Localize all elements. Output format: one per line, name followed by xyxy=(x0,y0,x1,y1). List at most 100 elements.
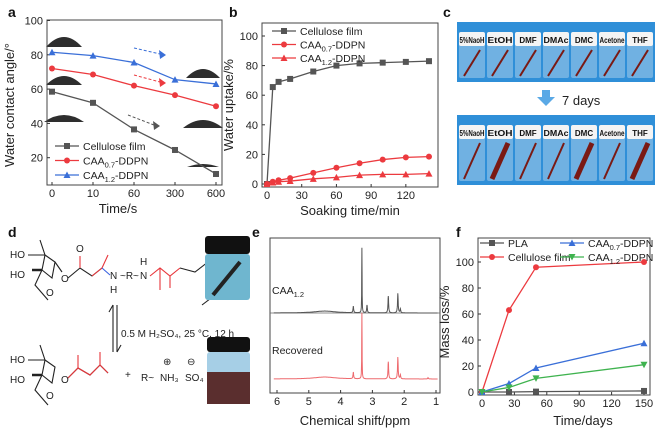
x-tick-label: 3 xyxy=(369,396,375,408)
solvent-label: DMC xyxy=(575,129,593,138)
plot-frame xyxy=(269,237,441,394)
bond xyxy=(101,267,111,276)
vial-cap xyxy=(487,32,513,46)
data-point xyxy=(130,59,138,66)
bond xyxy=(108,304,114,313)
data-point xyxy=(356,60,363,67)
film-strip xyxy=(575,49,593,77)
vial-cap xyxy=(205,236,250,254)
data-point xyxy=(213,103,219,110)
data-point xyxy=(275,78,282,85)
chem-label: H xyxy=(110,285,117,296)
y-axis-title: Mass loss/% xyxy=(437,285,452,358)
x-tick-label: 5 xyxy=(306,396,312,408)
data-point xyxy=(641,387,647,394)
legend-subscript: 0.7 xyxy=(322,45,332,54)
data-point xyxy=(213,170,219,177)
y-tick-label: 0 xyxy=(468,387,474,399)
spectrum-label: CAA1.2 xyxy=(272,285,304,299)
y-tick-label: 80 xyxy=(31,50,43,62)
solvent-label: DMC xyxy=(575,36,593,45)
film-strip xyxy=(489,141,511,181)
data-point xyxy=(49,65,55,72)
droplet-image xyxy=(183,120,223,128)
legend-name: Cellulose film xyxy=(508,252,571,264)
bond xyxy=(116,344,122,353)
legend-marker xyxy=(489,240,495,246)
legend-name: Cellulose film xyxy=(300,26,363,38)
film-strip xyxy=(519,49,537,77)
chem-label: N xyxy=(140,271,147,282)
y-tick-label: 60 xyxy=(246,90,258,102)
panel-label-c: c xyxy=(443,4,451,20)
chem-label: O xyxy=(61,375,69,386)
chem-label: N xyxy=(110,271,117,282)
series-0 xyxy=(479,387,647,395)
data-point xyxy=(172,146,178,153)
film-strip xyxy=(463,49,481,77)
solvent-label: DMF xyxy=(519,36,536,45)
data-point xyxy=(379,156,386,163)
film-strip xyxy=(603,142,621,180)
y-tick-label: 80 xyxy=(462,283,474,295)
legend-marker xyxy=(489,254,495,260)
film-strip xyxy=(573,141,595,181)
data-point xyxy=(402,170,410,178)
legend-subscript: 0.7 xyxy=(610,243,620,252)
series-line xyxy=(481,342,645,393)
vial xyxy=(543,127,569,181)
data-point xyxy=(89,52,97,59)
vial-cap xyxy=(571,32,597,46)
bond xyxy=(91,254,109,277)
legend-marker xyxy=(280,54,288,61)
data-point xyxy=(172,92,178,99)
data-point xyxy=(309,175,317,182)
x-tick-label: 90 xyxy=(365,190,377,202)
film-in-vial xyxy=(211,260,242,297)
data-point xyxy=(332,173,340,181)
data-point xyxy=(310,169,317,176)
data-point xyxy=(533,388,539,395)
vial-cap xyxy=(487,125,513,139)
droplet-image xyxy=(46,37,82,47)
legend-subscript: 0.7 xyxy=(105,161,115,170)
legend-label: CAA0.7-DDPN xyxy=(83,156,148,170)
y-tick-label: 100 xyxy=(456,257,474,269)
data-point xyxy=(379,59,386,66)
x-tick-label: 600 xyxy=(207,188,225,200)
legend-label: CAA1.2-DDPN xyxy=(83,170,148,184)
chem-label: HO xyxy=(10,270,25,281)
solution xyxy=(207,372,250,404)
nmr-spectrum-0 xyxy=(273,247,438,314)
legend-name: Cellulose film xyxy=(83,141,146,153)
legend-suffix: -DDPN xyxy=(115,156,148,168)
data-point xyxy=(505,384,513,391)
bond xyxy=(149,267,181,277)
panel-label-f: f xyxy=(456,224,461,240)
data-point xyxy=(286,177,294,185)
solvent-label: 5%NaoH xyxy=(460,36,485,45)
arrow-label: 7 days xyxy=(562,93,601,108)
x-axis-title: Time/days xyxy=(553,413,613,428)
data-point xyxy=(640,361,648,369)
data-point xyxy=(533,264,539,271)
legend-marker xyxy=(568,239,576,246)
data-point xyxy=(532,375,540,382)
series-2 xyxy=(263,170,433,187)
legend-suffix: -DDPN xyxy=(620,252,653,264)
solvent-label: 5%NaoH xyxy=(460,129,485,138)
solvent-label: DMF xyxy=(519,129,536,138)
solvent-label: DMAc xyxy=(544,129,570,138)
legend-name: CAA xyxy=(83,156,105,168)
legend-subscript: 1.2 xyxy=(610,257,620,266)
solvent-label: EtOH xyxy=(488,129,513,138)
legend-marker xyxy=(281,28,287,34)
y-tick-label: 60 xyxy=(31,84,43,96)
legend-label: CAA0.7-DDPN xyxy=(300,40,365,54)
legend-name: CAA xyxy=(300,53,322,65)
legend-name: PLA xyxy=(508,238,528,250)
droplet-image xyxy=(46,76,82,85)
x-tick-label: 60 xyxy=(541,398,553,410)
